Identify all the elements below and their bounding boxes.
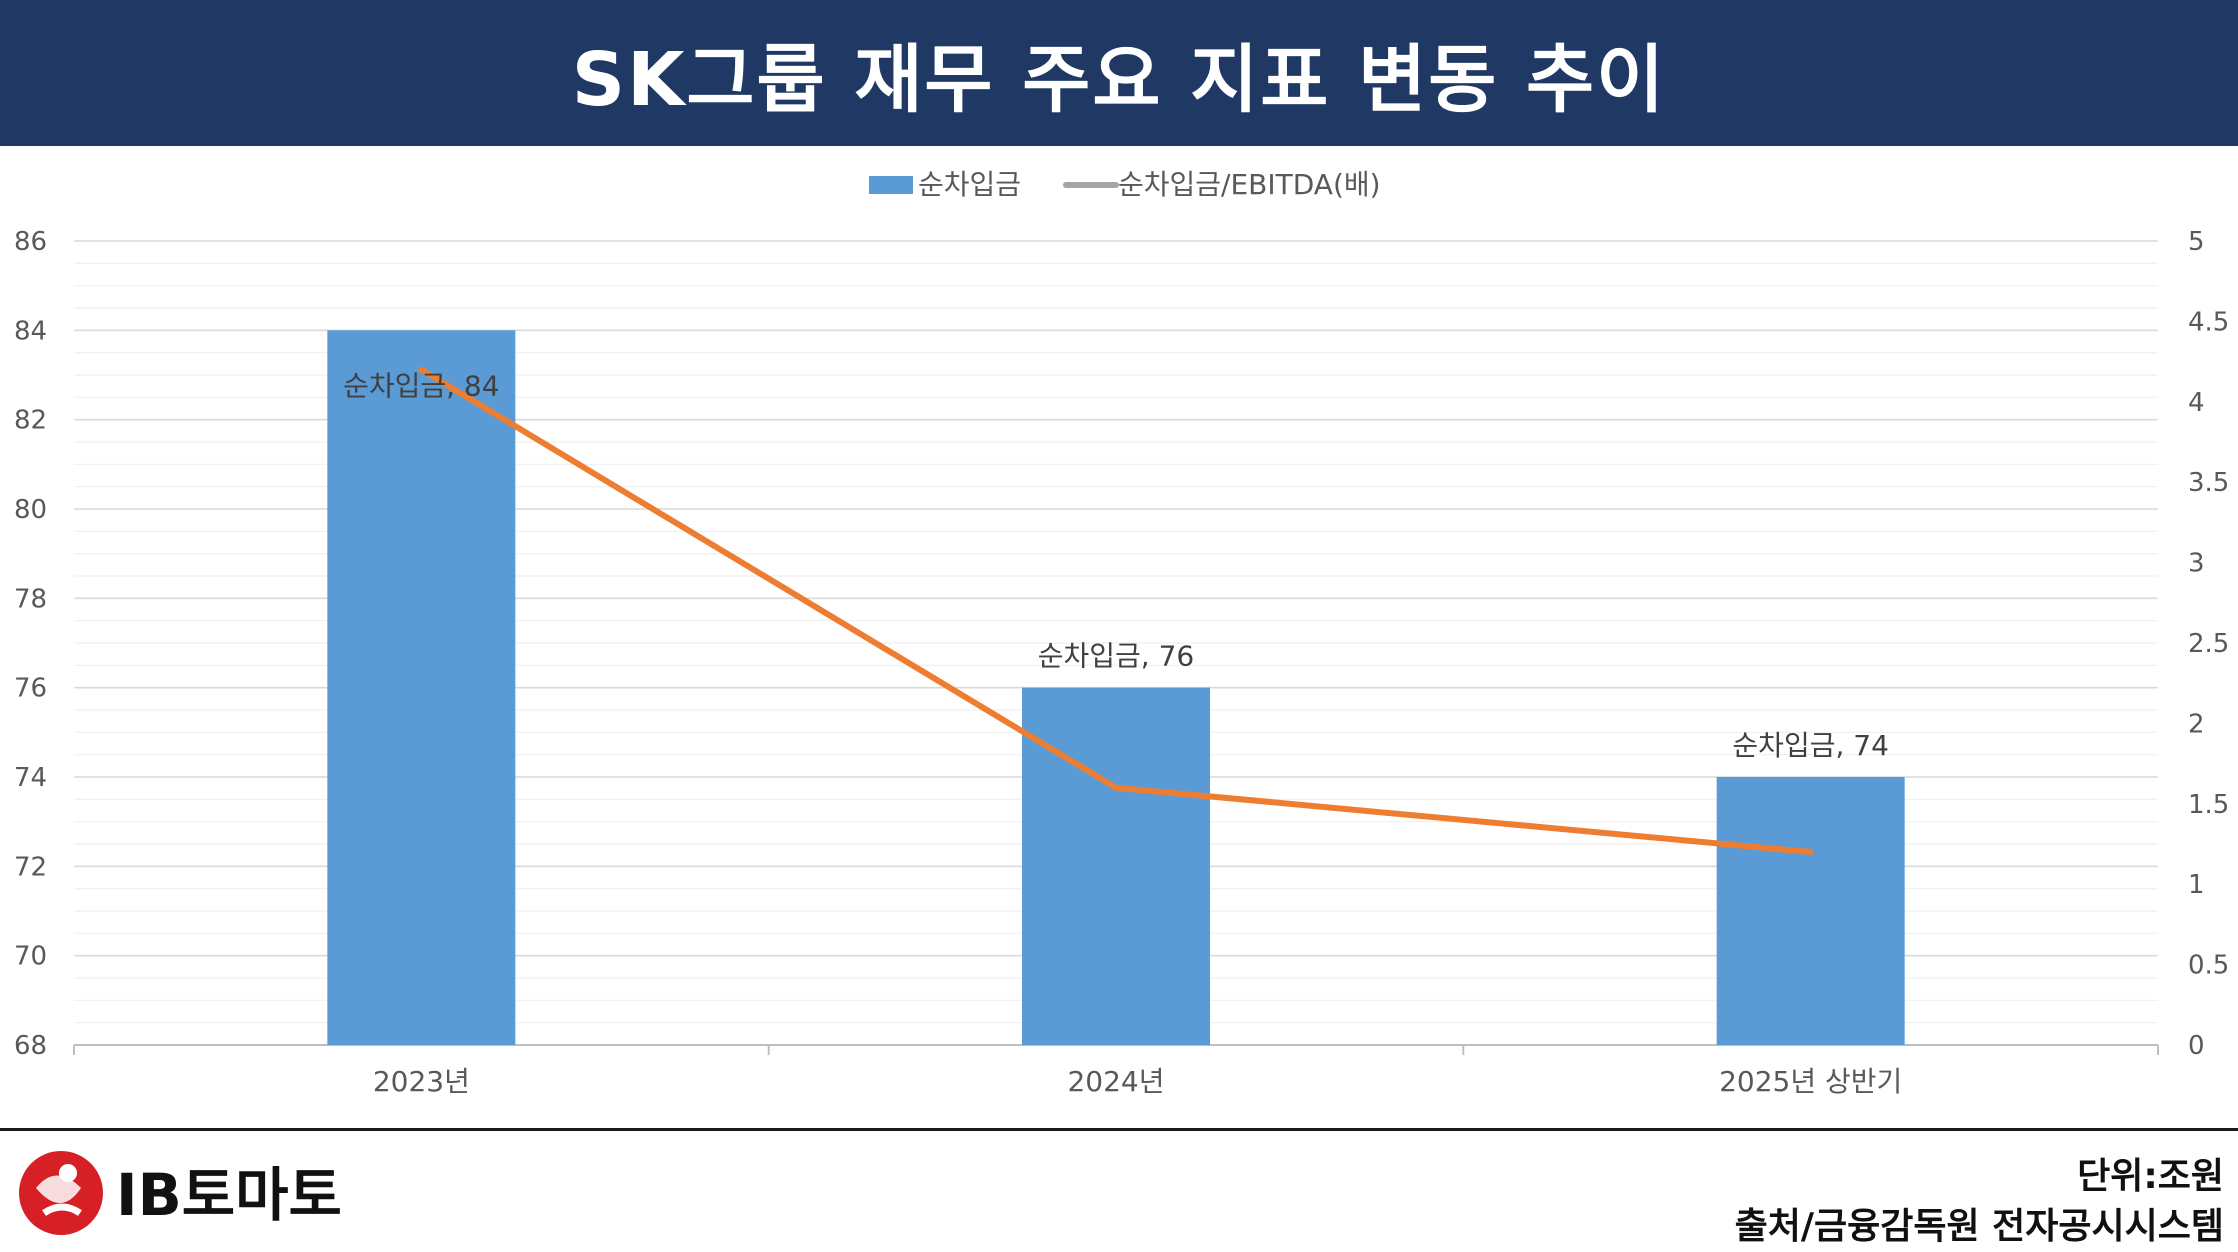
combo-chart: 68 70 72 74 76 78 80 82 84 86 0 0.5 1 1.5 2 2.5 3 3.5 4 4.… [14,168,2229,1098]
left-tick-label: 86 [14,227,47,257]
footer-notes: 단위:조원 출처/금융감독원 전자공시시스템 [1735,1152,2224,1252]
legend: 순차입금 순차입금/EBITDA(배) [869,168,1381,201]
line-series [418,366,1814,856]
right-tick-label: 2 [2188,709,2205,739]
right-tick-label: 4.5 [2188,307,2229,337]
category-label: 2025년 상반기 [1719,1065,1902,1098]
legend-label: 순차입금 [918,168,1021,201]
bar [1716,777,1905,1045]
right-tick-label: 1 [2188,870,2205,900]
line-path [418,366,1814,856]
left-tick-label: 82 [14,406,47,436]
brand-name: IB토마토 [116,1161,342,1229]
title-banner: SK그룹 재무 주요 지표 변동 추이 [0,0,2238,146]
right-tick-label: 0.5 [2188,951,2229,981]
brand-logo: IB토마토 [19,1151,342,1235]
page-title: SK그룹 재무 주요 지표 변동 추이 [571,36,1667,123]
right-tick-label: 1.5 [2188,790,2229,820]
right-tick-label: 4 [2188,388,2205,418]
bar [1022,687,1210,1045]
left-tick-label: 70 [14,942,47,972]
bar-series [327,330,1905,1045]
legend-swatch-bar [869,176,913,194]
category-label: 2023년 [373,1065,470,1098]
footer-divider [0,1128,2238,1131]
left-tick-label: 68 [14,1031,47,1061]
category-label: 2024년 [1067,1065,1164,1098]
left-axis: 68 70 72 74 76 78 80 82 84 86 [14,227,47,1061]
bar [327,330,516,1045]
legend-label: 순차입금/EBITDA(배) [1118,168,1381,201]
tomato-icon [19,1151,103,1235]
left-tick-label: 72 [14,852,47,882]
right-tick-label: 0 [2188,1031,2205,1061]
data-labels: 순차입금, 84 순차입금, 76 순차입금, 74 [343,369,1889,762]
left-tick-label: 76 [14,674,47,704]
source-note: 출처/금융감독원 전자공시시스템 [1734,1206,2224,1247]
right-tick-label: 5 [2188,227,2205,257]
right-tick-label: 3.5 [2188,468,2229,498]
bar-data-label: 순차입금, 76 [1038,640,1194,673]
bar-data-label: 순차입금, 74 [1732,729,1888,762]
left-tick-label: 80 [14,495,47,525]
x-axis: 2023년 2024년 2025년 상반기 [373,1065,1902,1098]
left-tick-label: 78 [14,584,47,614]
unit-note: 단위:조원 [2077,1156,2224,1197]
right-tick-label: 2.5 [2188,629,2229,659]
left-tick-label: 84 [14,316,47,346]
bar-data-label: 순차입금, 84 [343,369,499,402]
right-axis: 0 0.5 1 1.5 2 2.5 3 3.5 4 4.5 5 [2188,227,2229,1061]
left-tick-label: 74 [14,763,47,793]
right-tick-label: 3 [2188,549,2205,579]
